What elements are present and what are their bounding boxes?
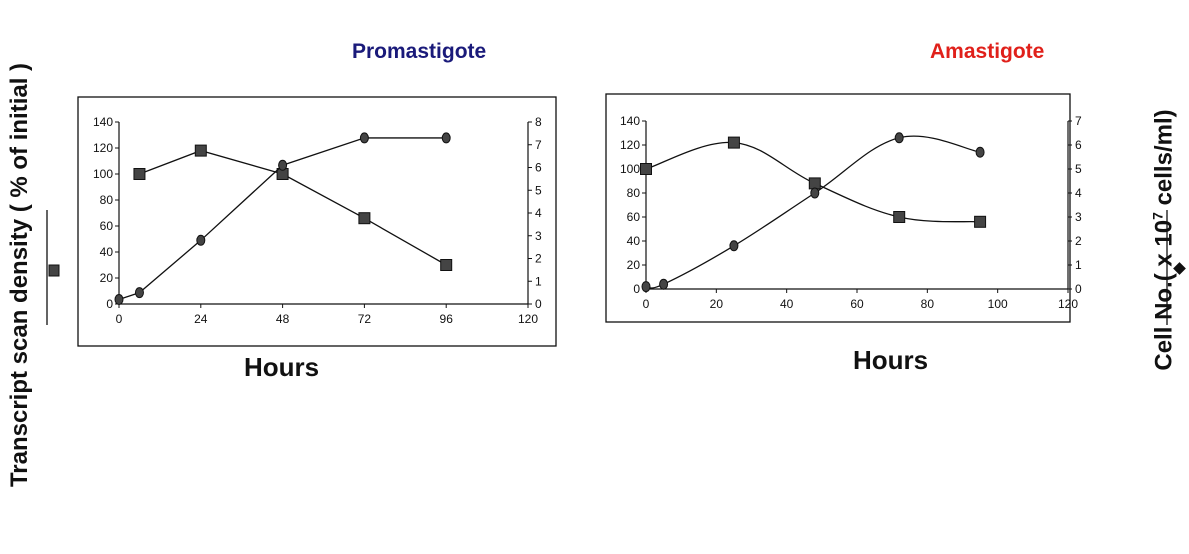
chart0-square-point bbox=[440, 259, 453, 271]
chart0-square-point bbox=[133, 168, 146, 180]
chart0-x-tick-label: 24 bbox=[194, 312, 208, 326]
right-label-diamond-marker bbox=[1173, 262, 1186, 275]
chart1-series1-line bbox=[645, 135, 981, 289]
promastigote-chart-title: Promastigote bbox=[352, 40, 487, 63]
chart0-x-tick-label: 0 bbox=[116, 312, 123, 326]
chart1-square-point bbox=[974, 215, 987, 228]
chart0-left-tick-label: 60 bbox=[100, 219, 114, 233]
chart1-right-tick-label: 0 bbox=[1075, 282, 1082, 296]
chart0-right-tick-label: 7 bbox=[535, 138, 542, 152]
chart0-circle-point bbox=[441, 132, 451, 144]
chart0-x-tick-label: 120 bbox=[518, 312, 538, 326]
chart1-square-point bbox=[893, 211, 906, 223]
chart0-frame bbox=[77, 96, 557, 347]
amastigote-chart-title: Amastigote bbox=[930, 40, 1045, 63]
chart1-left-tick-label: 140 bbox=[620, 114, 640, 128]
chart1-right-tick-label: 6 bbox=[1075, 138, 1082, 152]
chart0-square-point bbox=[194, 144, 207, 157]
chart1-x-tick-label: 100 bbox=[988, 297, 1008, 311]
chart1-x-tick-label: 120 bbox=[1058, 297, 1078, 311]
chart1-x-tick-label: 40 bbox=[780, 297, 794, 311]
chart1-circle-point bbox=[659, 278, 669, 290]
chart1-left-tick-label: 100 bbox=[620, 162, 640, 176]
chart1-x-tick-label: 80 bbox=[921, 297, 935, 311]
chart0-right-tick-label: 6 bbox=[535, 161, 542, 175]
chart1-circle-point bbox=[810, 187, 820, 199]
chart1-right-tick-label: 2 bbox=[1075, 234, 1082, 248]
chart1-square-point bbox=[727, 136, 740, 149]
chart0-right-tick-label: 5 bbox=[535, 183, 542, 197]
chart1-right-tick-label: 5 bbox=[1075, 162, 1082, 176]
chart1-circle-point bbox=[975, 146, 985, 158]
chart0-circle-point bbox=[359, 132, 369, 144]
chart0-x-tick-label: 48 bbox=[276, 312, 290, 326]
chart0-circle-point bbox=[196, 234, 206, 246]
chart1-left-tick-label: 0 bbox=[633, 282, 640, 296]
chart0-right-tick-label: 4 bbox=[535, 206, 542, 220]
chart1-left-tick-label: 40 bbox=[627, 234, 641, 248]
chart0-x-tick-label: 96 bbox=[440, 312, 454, 326]
chart0-left-tick-label: 100 bbox=[93, 167, 113, 181]
chart0-circle-point bbox=[278, 159, 288, 171]
left-label-square-marker bbox=[48, 264, 60, 277]
chart1-x-tick-label: 0 bbox=[643, 297, 650, 311]
chart1-left-tick-label: 80 bbox=[627, 186, 641, 200]
chart0-right-tick-label: 3 bbox=[535, 229, 542, 243]
chart0-left-tick-label: 80 bbox=[100, 193, 114, 207]
chart1-circle-point bbox=[894, 132, 904, 144]
chart1-left-tick-label: 120 bbox=[620, 138, 640, 152]
chart1-square-point bbox=[808, 177, 821, 190]
chart0-series0-line bbox=[139, 149, 447, 266]
chart0-left-tick-label: 120 bbox=[93, 141, 113, 155]
chart1-circle-point bbox=[729, 240, 739, 252]
chart0-left-tick-label: 140 bbox=[93, 115, 113, 129]
chart0-circle-point bbox=[134, 287, 144, 299]
chart1-square-point bbox=[640, 163, 652, 175]
chart1-circle-point bbox=[641, 281, 651, 293]
chart1-left-tick-label: 20 bbox=[627, 258, 641, 272]
chart0-circle-point bbox=[114, 293, 124, 305]
chart1-right-tick-label: 3 bbox=[1075, 210, 1082, 224]
chart1-right-tick-label: 4 bbox=[1075, 186, 1082, 200]
chart1-right-tick-label: 7 bbox=[1075, 114, 1082, 128]
amastigote-x-axis-label: Hours bbox=[853, 345, 929, 375]
chart0-left-tick-label: 20 bbox=[100, 271, 114, 285]
promastigote-x-axis-label: Hours bbox=[244, 352, 320, 382]
chart1-left-tick-label: 60 bbox=[627, 210, 641, 224]
chart0-right-tick-label: 8 bbox=[535, 115, 542, 129]
chart1-x-tick-label: 60 bbox=[850, 297, 864, 311]
chart0-right-tick-label: 0 bbox=[535, 297, 542, 311]
chart0-right-tick-label: 2 bbox=[535, 252, 542, 266]
chart1-x-tick-label: 20 bbox=[710, 297, 724, 311]
chart1-right-tick-label: 1 bbox=[1075, 258, 1082, 272]
chart1-frame bbox=[605, 93, 1071, 323]
chart0-left-tick-label: 0 bbox=[106, 297, 113, 311]
chart0-square-point bbox=[358, 212, 371, 225]
chart0-x-tick-label: 72 bbox=[358, 312, 372, 326]
chart0-right-tick-label: 1 bbox=[535, 274, 542, 288]
chart0-left-tick-label: 40 bbox=[100, 245, 114, 259]
